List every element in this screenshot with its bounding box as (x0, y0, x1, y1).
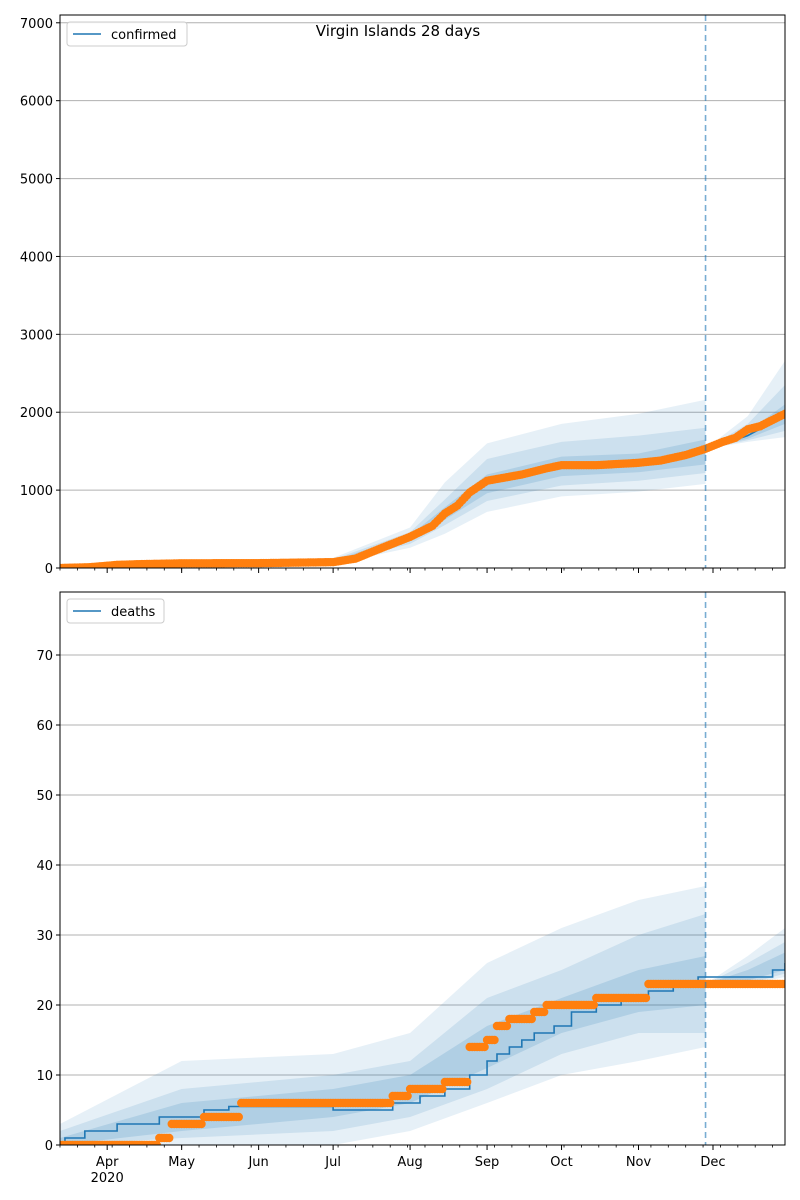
observed-point (502, 1021, 512, 1031)
observed-point (197, 1119, 206, 1129)
observed-point (403, 1091, 412, 1101)
observed-point (780, 979, 785, 989)
observed-point (527, 1014, 536, 1024)
legend-box (66, 21, 188, 47)
uncertainty-band-outer (705, 928, 785, 984)
observed-point (165, 1133, 174, 1143)
plot-frame (59, 14, 786, 569)
y-tick-label: 0 (45, 1139, 53, 1154)
y-tick-label: 1000 (20, 484, 53, 499)
y-tick-label: 50 (36, 789, 53, 804)
y-tick-label: 6000 (20, 95, 53, 110)
uncertainty-band-middle (705, 384, 785, 449)
y-tick-label: 4000 (20, 250, 53, 265)
y-tick-label: 70 (36, 649, 53, 664)
x-tick-label: Sep (475, 1155, 500, 1170)
legend-label: deaths (111, 605, 156, 620)
x-tick-sublabel: 2020 (91, 1171, 124, 1186)
uncertainty-band-middle (60, 914, 706, 1145)
uncertainty-band-middle (705, 942, 785, 984)
y-tick-label: 7000 (20, 17, 53, 32)
confirmed-panel: 0 1000 2000 3000 4000 5000 6000 7000 confirmed (20, 14, 786, 577)
uncertainty-band-outer (60, 399, 706, 568)
observed-point (462, 1077, 472, 1087)
observed-point (438, 1084, 447, 1094)
y-tick-label: 10 (36, 1069, 53, 1084)
y-tick-label: 20 (36, 999, 53, 1014)
x-tick-label: Nov (626, 1155, 652, 1170)
series-line-deaths (60, 963, 785, 1145)
y-tick-label: 30 (36, 929, 53, 944)
observed-point (780, 409, 785, 418)
uncertainty-band-outer (60, 886, 706, 1145)
x-tick-label: Oct (550, 1155, 572, 1170)
x-tick-label: Apr (96, 1155, 119, 1170)
observed-point (539, 1007, 549, 1017)
y-tick-label: 60 (36, 719, 53, 734)
x-tick-label: Jun (247, 1155, 268, 1170)
observed-point (589, 1000, 599, 1010)
observed-point (490, 1035, 499, 1045)
y-tick-label: 0 (45, 562, 53, 577)
uncertainty-band-middle (60, 427, 706, 568)
x-tick-label: Aug (397, 1155, 422, 1170)
y-tick-label: 2000 (20, 406, 53, 421)
observed-point (386, 1098, 395, 1108)
x-tick-label: Dec (700, 1155, 725, 1170)
legend-label: confirmed (111, 28, 177, 43)
observed-point (641, 993, 651, 1003)
chart-title: Virgin Islands 28 days (316, 22, 481, 40)
observed-point (234, 1112, 243, 1122)
y-tick-label: 5000 (20, 173, 53, 188)
x-tick-label: Jul (324, 1155, 341, 1170)
y-tick-label: 40 (36, 859, 53, 874)
y-tick-label: 3000 (20, 328, 53, 343)
uncertainty-band-inner (705, 404, 785, 449)
legend-box (66, 598, 165, 624)
plot-frame (59, 591, 786, 1146)
observed-point (480, 1042, 489, 1052)
x-tick-label: May (168, 1155, 195, 1170)
